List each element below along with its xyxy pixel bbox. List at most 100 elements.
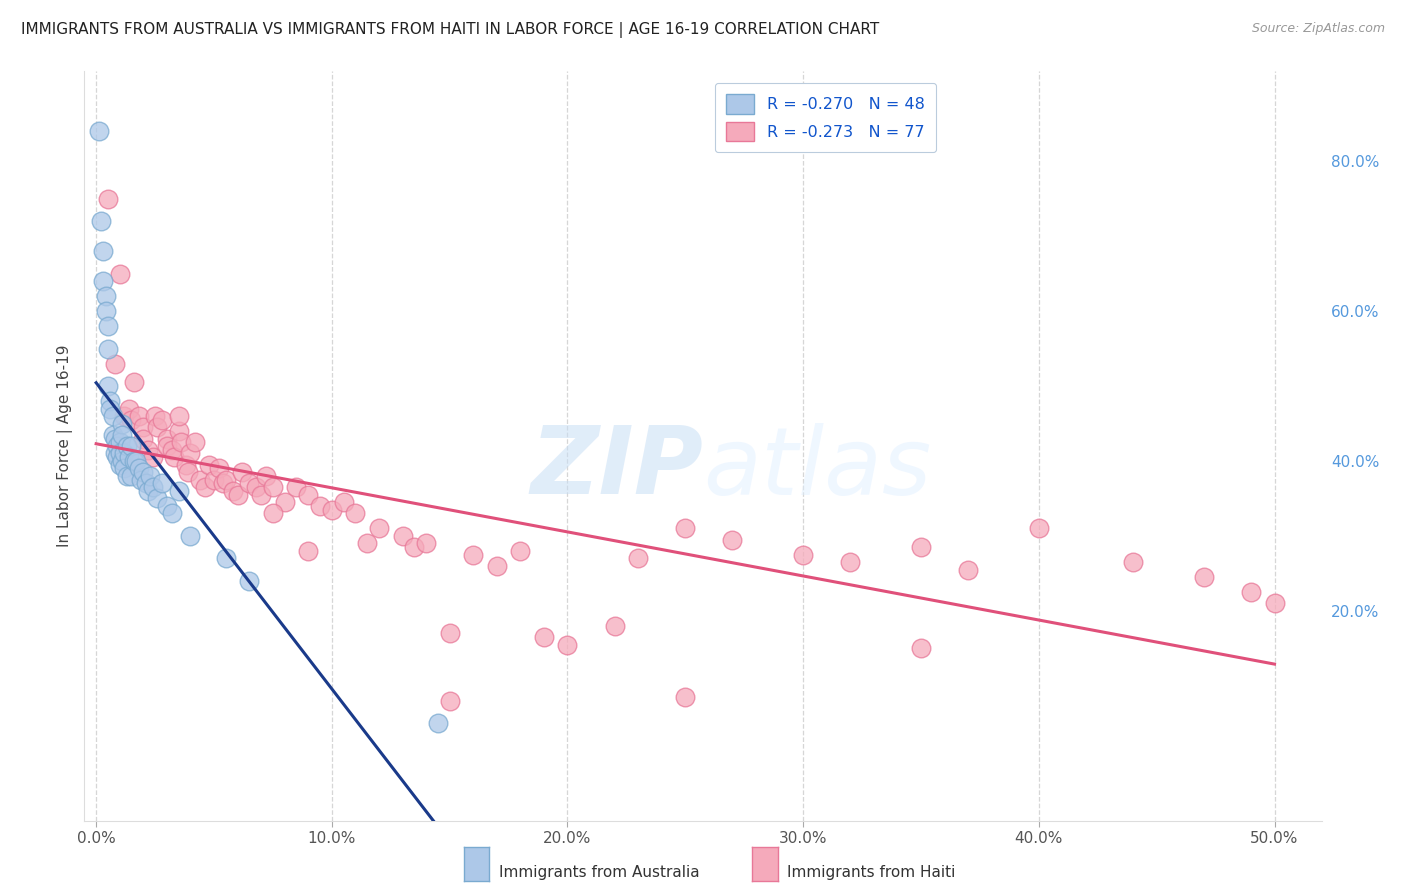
Point	[104, 446, 127, 460]
Point	[104, 432, 127, 446]
Point	[125, 454, 148, 468]
Point	[1263, 596, 1285, 610]
Point	[118, 401, 141, 416]
Point	[177, 465, 200, 479]
Point	[87, 124, 110, 138]
Legend: R = -0.270   N = 48, R = -0.273   N = 77: R = -0.270 N = 48, R = -0.273 N = 77	[714, 83, 936, 153]
Point	[426, 716, 449, 731]
Text: atlas: atlas	[703, 423, 931, 514]
Point	[146, 420, 169, 434]
Point	[910, 641, 932, 656]
Point	[215, 551, 238, 566]
Point	[91, 244, 114, 259]
Point	[957, 563, 980, 577]
Point	[156, 432, 179, 446]
Point	[332, 495, 354, 509]
Point	[111, 427, 134, 442]
Point	[143, 409, 166, 423]
Point	[509, 544, 531, 558]
Point	[142, 480, 165, 494]
Point	[170, 435, 193, 450]
Point	[557, 638, 579, 652]
Point	[94, 304, 117, 318]
Point	[108, 267, 131, 281]
Point	[105, 450, 128, 465]
Point	[105, 439, 128, 453]
Point	[122, 454, 145, 468]
Point	[673, 690, 696, 704]
Text: ZIP: ZIP	[530, 423, 703, 515]
Point	[136, 483, 159, 498]
Point	[344, 507, 367, 521]
Point	[368, 521, 391, 535]
Point	[1122, 555, 1144, 569]
Point	[112, 409, 135, 423]
Point	[533, 630, 555, 644]
Point	[108, 458, 131, 472]
Point	[250, 488, 273, 502]
Point	[98, 394, 121, 409]
Point	[129, 473, 152, 487]
Point	[160, 442, 183, 457]
Point	[297, 488, 319, 502]
Text: Immigrants from Haiti: Immigrants from Haiti	[787, 865, 956, 880]
Point	[97, 342, 120, 356]
Point	[115, 439, 138, 453]
Point	[121, 469, 143, 483]
Point	[212, 476, 235, 491]
Point	[226, 488, 249, 502]
Point	[1240, 585, 1263, 599]
Point	[122, 376, 145, 390]
Point	[910, 540, 932, 554]
Point	[132, 432, 155, 446]
Point	[273, 495, 295, 509]
Point	[146, 491, 169, 506]
Point	[309, 499, 332, 513]
Text: Immigrants from Australia: Immigrants from Australia	[499, 865, 700, 880]
Point	[142, 450, 165, 465]
Point	[167, 424, 190, 438]
Point	[136, 442, 159, 457]
Point	[112, 446, 135, 460]
Point	[167, 483, 190, 498]
Point	[101, 409, 124, 423]
Point	[404, 540, 426, 554]
Point	[208, 461, 231, 475]
Point	[238, 476, 260, 491]
Point	[231, 465, 253, 479]
Point	[156, 499, 179, 513]
Point	[262, 507, 284, 521]
Point	[202, 473, 225, 487]
Text: Source: ZipAtlas.com: Source: ZipAtlas.com	[1251, 22, 1385, 36]
Point	[193, 480, 215, 494]
Point	[98, 401, 121, 416]
Point	[108, 446, 131, 460]
Point	[94, 289, 117, 303]
Point	[163, 450, 186, 465]
Point	[167, 409, 190, 423]
Point	[415, 536, 437, 550]
Text: IMMIGRANTS FROM AUSTRALIA VS IMMIGRANTS FROM HAITI IN LABOR FORCE | AGE 16-19 CO: IMMIGRANTS FROM AUSTRALIA VS IMMIGRANTS …	[21, 22, 879, 38]
Point	[135, 476, 157, 491]
Point	[111, 454, 134, 468]
Point	[118, 450, 141, 465]
Y-axis label: In Labor Force | Age 16-19: In Labor Force | Age 16-19	[58, 344, 73, 548]
Point	[132, 420, 155, 434]
Point	[128, 409, 150, 423]
Point	[297, 544, 319, 558]
Point	[721, 533, 744, 547]
Point	[222, 483, 245, 498]
Point	[121, 413, 143, 427]
Point	[321, 502, 343, 516]
Point	[179, 446, 201, 460]
Point	[603, 619, 626, 633]
Point	[356, 536, 378, 550]
Point	[238, 574, 260, 588]
Point	[391, 529, 413, 543]
Point	[673, 521, 696, 535]
Point	[108, 435, 131, 450]
Point	[174, 458, 197, 472]
Point	[245, 480, 267, 494]
Point	[156, 439, 179, 453]
Point	[97, 379, 120, 393]
